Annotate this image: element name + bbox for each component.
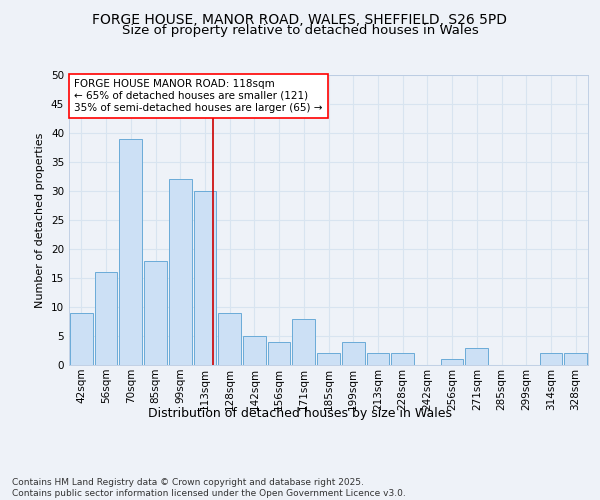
Text: FORGE HOUSE, MANOR ROAD, WALES, SHEFFIELD, S26 5PD: FORGE HOUSE, MANOR ROAD, WALES, SHEFFIEL…: [92, 12, 508, 26]
Bar: [119, 139, 142, 365]
Bar: [292, 318, 315, 365]
Text: Size of property relative to detached houses in Wales: Size of property relative to detached ho…: [122, 24, 478, 37]
Text: Contains HM Land Registry data © Crown copyright and database right 2025.
Contai: Contains HM Land Registry data © Crown c…: [12, 478, 406, 498]
Bar: [70, 313, 93, 365]
Bar: [564, 354, 587, 365]
Bar: [391, 354, 414, 365]
Bar: [194, 191, 216, 365]
Text: Distribution of detached houses by size in Wales: Distribution of detached houses by size …: [148, 408, 452, 420]
Text: FORGE HOUSE MANOR ROAD: 118sqm
← 65% of detached houses are smaller (121)
35% of: FORGE HOUSE MANOR ROAD: 118sqm ← 65% of …: [74, 80, 323, 112]
Bar: [218, 313, 241, 365]
Bar: [169, 180, 191, 365]
Bar: [466, 348, 488, 365]
Bar: [95, 272, 118, 365]
Bar: [342, 342, 365, 365]
Y-axis label: Number of detached properties: Number of detached properties: [35, 132, 46, 308]
Bar: [144, 260, 167, 365]
Bar: [539, 354, 562, 365]
Bar: [367, 354, 389, 365]
Bar: [243, 336, 266, 365]
Bar: [268, 342, 290, 365]
Bar: [317, 354, 340, 365]
Bar: [441, 359, 463, 365]
